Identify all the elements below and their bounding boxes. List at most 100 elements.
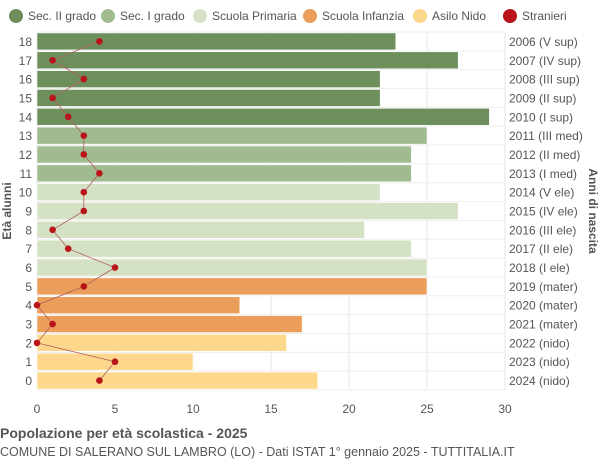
x-tick-label: 25 — [420, 402, 434, 416]
birth-year-label: 2015 (IV ele) — [509, 205, 578, 219]
legend-label: Scuola Infanzia — [322, 9, 404, 23]
stranieri-point — [80, 283, 88, 290]
x-tick-label: 5 — [112, 402, 119, 416]
legend-label: Sec. II grado — [28, 9, 96, 23]
chart-subtitle: COMUNE DI SALERANO SUL LAMBRO (LO) - Dat… — [0, 445, 515, 459]
birth-year-label: 2010 (I sup) — [509, 110, 573, 124]
y-tick-label: 9 — [25, 205, 32, 219]
birth-year-label: 2009 (II sup) — [509, 91, 576, 105]
bar-age-18 — [36, 32, 397, 51]
stranieri-point — [33, 301, 41, 309]
birth-year-label: 2021 (mater) — [509, 318, 578, 332]
bar-age-13 — [36, 126, 428, 145]
birth-year-label: 2019 (mater) — [509, 280, 578, 294]
stranieri-point — [80, 132, 88, 139]
birth-year-label: 2011 (III med) — [509, 129, 583, 143]
legend-label: Stranieri — [522, 9, 567, 23]
birth-year-label: 2017 (II ele) — [509, 242, 573, 256]
birth-year-label: 2013 (I med) — [509, 167, 577, 181]
stranieri-point — [64, 245, 72, 252]
y-tick-label: 4 — [25, 299, 32, 313]
y-tick-label: 17 — [19, 54, 33, 68]
stranieri-point — [111, 358, 119, 366]
y-tick-label: 5 — [25, 280, 32, 294]
stranieri-point — [96, 170, 103, 177]
stranieri-point — [64, 113, 72, 121]
y-tick-label: 6 — [25, 261, 32, 275]
y-tick-label: 7 — [25, 242, 32, 256]
stranieri-point — [96, 38, 103, 45]
y-tick-label: 11 — [20, 167, 33, 181]
birth-year-label: 2018 (I ele) — [509, 261, 570, 275]
y-tick-label: 13 — [19, 129, 33, 143]
stranieri-point — [49, 56, 56, 64]
birth-year-label: 2020 (mater) — [509, 299, 578, 313]
bar-age-14 — [36, 107, 490, 126]
stranieri-point — [49, 94, 56, 102]
y-axis-title: Età alunni — [0, 182, 14, 239]
bar-age-7 — [36, 239, 412, 258]
stranieri-point — [80, 151, 88, 158]
bar-age-11 — [36, 164, 412, 183]
y-tick-label: 0 — [25, 374, 32, 388]
bar-age-15 — [36, 89, 381, 107]
y-tick-label: 14 — [19, 110, 33, 124]
legend-marker — [413, 9, 427, 23]
legend-marker — [9, 9, 23, 23]
y-tick-label: 15 — [19, 91, 33, 105]
stranieri-point — [49, 320, 56, 328]
y-tick-label: 3 — [25, 318, 32, 332]
birth-year-label: 2012 (II med) — [509, 148, 580, 162]
stranieri-point — [80, 75, 88, 83]
bar-age-5 — [36, 277, 428, 296]
y-tick-label: 8 — [25, 223, 32, 237]
legend-marker — [193, 9, 207, 23]
x-tick-label: 20 — [342, 402, 356, 416]
y-tick-label: 18 — [19, 35, 33, 49]
y-tick-label: 1 — [25, 355, 32, 369]
bar-age-4 — [36, 296, 241, 315]
birth-year-label: 2008 (III sup) — [509, 73, 580, 87]
legend-marker — [303, 9, 317, 23]
birth-year-label: 2014 (V ele) — [509, 186, 574, 200]
chart-svg: Sec. II grado Sec. I grado Scuola Primaria… — [0, 9, 600, 416]
legend-label: Asilo Nido — [432, 9, 486, 23]
legend-marker — [101, 9, 115, 23]
birth-year-label: 2023 (nido) — [509, 355, 570, 369]
stranieri-point — [111, 264, 119, 271]
y-tick-label: 16 — [19, 73, 33, 87]
legend-marker — [503, 9, 517, 23]
stranieri-point — [80, 188, 88, 196]
birth-year-label: 2007 (IV sup) — [509, 54, 581, 68]
legend-label: Sec. I grado — [120, 9, 185, 23]
bar-age-3 — [36, 315, 303, 333]
birth-year-label: 2024 (nido) — [509, 374, 570, 388]
birth-year-label: 2022 (nido) — [509, 336, 570, 350]
y-axis-title-right: Anni di nascita — [586, 168, 600, 254]
bar-age-10 — [36, 183, 381, 201]
bar-age-9 — [36, 202, 459, 220]
stranieri-point — [80, 207, 88, 215]
bar-age-12 — [36, 145, 412, 164]
legend-label: Scuola Primaria — [212, 9, 297, 23]
x-tick-label: 30 — [498, 402, 512, 416]
y-tick-label: 12 — [19, 148, 33, 162]
chart-title: Popolazione per età scolastica - 2025 — [0, 425, 248, 441]
y-tick-label: 2 — [25, 336, 32, 350]
stranieri-point — [33, 339, 41, 347]
stranieri-point — [49, 226, 56, 234]
bar-age-6 — [36, 258, 428, 277]
bar-age-2 — [36, 334, 287, 352]
y-tick-label: 10 — [19, 186, 33, 200]
bar-age-17 — [36, 51, 459, 70]
x-tick-label: 15 — [264, 402, 278, 416]
bar-age-8 — [36, 221, 365, 239]
bar-age-16 — [36, 70, 381, 88]
birth-year-label: 2016 (III ele) — [509, 223, 576, 237]
birth-year-label: 2006 (V sup) — [509, 35, 578, 49]
x-tick-label: 0 — [34, 402, 41, 416]
stranieri-point — [96, 377, 103, 384]
x-tick-label: 10 — [186, 402, 200, 416]
bar-age-0 — [36, 371, 319, 390]
